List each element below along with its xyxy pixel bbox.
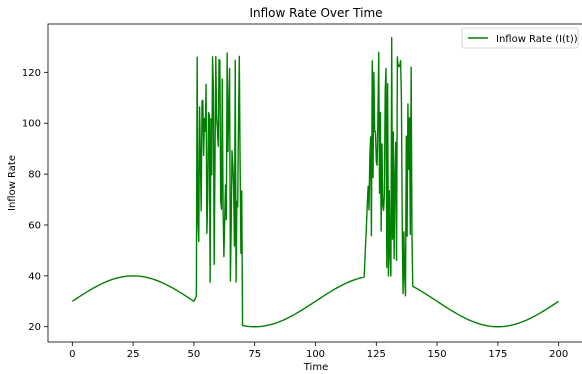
y-axis-title: Inflow Rate xyxy=(7,155,18,211)
x-tick-label: 50 xyxy=(188,349,201,360)
y-tick-label: 60 xyxy=(28,220,41,231)
legend: Inflow Rate (I(t)) xyxy=(461,27,579,49)
y-tick-label: 120 xyxy=(22,68,41,79)
x-tick-label: 125 xyxy=(367,349,386,360)
x-tick-label: 25 xyxy=(127,349,140,360)
x-tick-label: 150 xyxy=(428,349,447,360)
y-tick-label: 80 xyxy=(28,170,41,181)
plot-frame xyxy=(47,23,582,343)
x-axis: 0 25 50 75 100 125 150 175 200 xyxy=(69,342,568,360)
x-tick-label: 100 xyxy=(306,349,325,360)
plot-area xyxy=(71,37,560,328)
legend-box xyxy=(461,27,579,49)
y-axis: 20 40 60 80 100 120 xyxy=(22,68,48,333)
x-tick-label: 75 xyxy=(248,349,261,360)
x-tick-label: 0 xyxy=(69,349,75,360)
legend-label: Inflow Rate (I(t)) xyxy=(496,34,578,45)
x-axis-title: Time xyxy=(303,362,328,373)
x-tick-label: 175 xyxy=(488,349,507,360)
chart-title: Inflow Rate Over Time xyxy=(249,6,382,20)
y-tick-label: 20 xyxy=(28,322,41,333)
x-tick-label: 200 xyxy=(549,349,568,360)
y-tick-label: 40 xyxy=(28,271,41,282)
y-tick-label: 100 xyxy=(22,119,41,130)
series-line-inflow-rate xyxy=(71,37,560,328)
